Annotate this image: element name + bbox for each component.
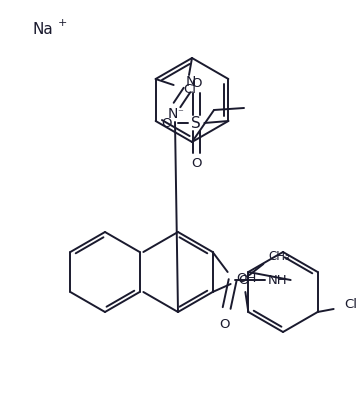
Text: O: O [191, 76, 202, 89]
Text: OH: OH [237, 271, 257, 284]
Text: Na: Na [32, 22, 53, 37]
Text: S: S [192, 115, 201, 130]
Text: +: + [58, 18, 67, 28]
Text: O: O [238, 273, 249, 286]
Text: N: N [186, 75, 196, 89]
Text: O: O [191, 156, 202, 169]
Text: O: O [219, 318, 230, 331]
Text: NH: NH [268, 273, 287, 286]
Text: Cl: Cl [183, 82, 196, 95]
Text: ⁻: ⁻ [177, 108, 183, 118]
Text: N: N [168, 107, 178, 121]
Text: O: O [161, 117, 172, 130]
Text: CH₃: CH₃ [269, 249, 290, 262]
Text: Cl: Cl [344, 299, 357, 312]
